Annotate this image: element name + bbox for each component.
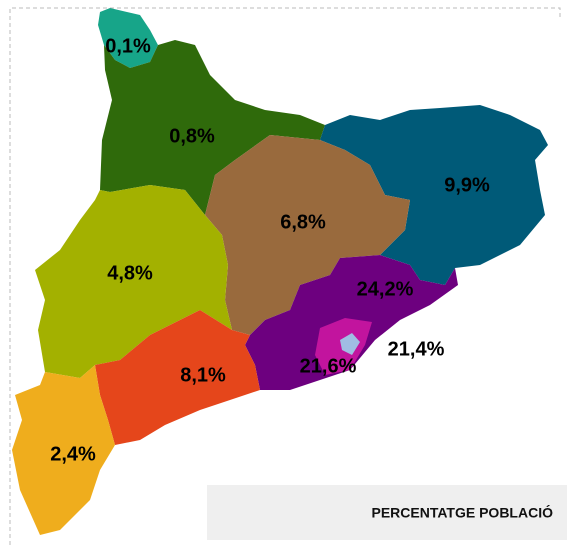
labels: 0,1% 0,8% 9,9% 6,8% 4,8% 24,2% 21,4% 21,6% 8,1% 2… — [50, 35, 490, 465]
region — [98, 8, 158, 68]
region-label: 21,6% — [300, 355, 357, 377]
region — [100, 40, 325, 215]
region — [12, 365, 115, 535]
region-label: 4,8% — [107, 262, 153, 284]
region — [340, 333, 360, 355]
region-label: 0,1% — [105, 35, 151, 57]
region-label: 6,8% — [280, 211, 326, 233]
legend-box — [207, 485, 567, 540]
frame — [9, 7, 561, 545]
region — [35, 185, 232, 378]
region-label: 0,8% — [169, 125, 215, 147]
legend-title: PERCENTATGE POBLACIÓ — [372, 504, 554, 521]
region-label: 2,4% — [50, 443, 96, 465]
region — [95, 310, 260, 445]
region-label: 9,9% — [444, 174, 490, 196]
region — [320, 105, 548, 285]
region — [205, 135, 410, 335]
region-label: 21,4% — [388, 338, 445, 360]
region-label: 24,2% — [357, 278, 414, 300]
regions — [12, 8, 548, 535]
region-label: 8,1% — [180, 364, 226, 386]
